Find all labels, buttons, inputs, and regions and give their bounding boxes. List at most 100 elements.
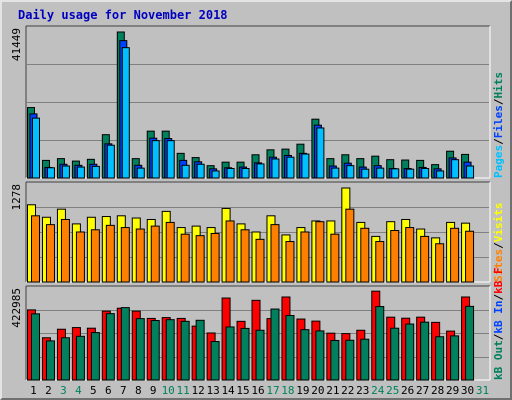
pages-bar [286,156,295,179]
kb-out-bar [435,336,445,381]
pages-bar [136,167,145,179]
legend-item: kB In [492,301,505,334]
day-label: 12 [192,384,205,397]
day-label: 1 [30,384,37,397]
sites-bar [285,241,295,283]
pages-bar [181,164,190,179]
day-label: 28 [431,384,444,397]
day-label: 30 [461,384,474,397]
sites-bar [360,227,370,283]
legend-3: kB Out/kB In/kB F [492,267,505,380]
sites-bar [45,224,55,283]
pages-bar [331,167,340,179]
pages-bar [376,167,385,179]
day-label: 20 [311,384,324,397]
y-axis-max-label: 1278 [10,184,23,211]
kb-out-bar [465,305,475,381]
pages-bar [256,163,265,179]
day-label: 31 [476,384,489,397]
sites-bar [210,232,220,283]
kb-out-bar [255,329,265,381]
day-label: 6 [105,384,112,397]
sites-bar [195,235,205,283]
kb-out-bar [180,320,190,381]
chart-panel-1: 41449 Pages/Files/Hits [10,25,505,179]
day-label: 23 [356,384,369,397]
kb-out-bar [165,319,175,381]
sites-bar [225,220,235,283]
pages-bar [406,168,415,179]
sites-bar [180,233,190,283]
legend-1: Pages/Files/Hits [492,72,505,178]
kb-out-bar [390,327,400,381]
kb-out-bar [225,326,235,381]
kb-out-bar [270,308,280,381]
sites-bar [420,235,430,283]
pages-bar [436,170,445,179]
day-label: 16 [251,384,264,397]
legend-item: kB F [492,267,505,294]
chart-panel-2: 1278 Sites/Visits [10,181,505,283]
chart-panels: 41449Pages/Files/Hits1278Sites/Visits422… [10,25,505,381]
pages-bar [241,167,250,179]
legend-item: Hits [492,72,505,99]
x-axis-labels: 1 2 3 4 5 6 7 8 9 10 11 12 13 14 15 16 17 18 19 20 21 22 23 24 2… [30,384,489,397]
pages-bar [361,168,370,179]
day-label: 25 [386,384,399,397]
sites-bar [75,231,85,283]
pages-bar [91,165,100,179]
day-label: 24 [371,384,385,397]
pages-bar [32,117,40,179]
y-axis-max-label: 422985 [10,288,23,328]
pages-bar [61,165,70,179]
day-label: 9 [150,384,157,397]
sites-bar [435,243,445,283]
kb-out-bar [450,335,460,381]
kb-out-bar [345,339,355,381]
pages-bar [121,47,130,179]
kb-out-bar [120,307,130,381]
sites-bar [31,215,40,283]
pages-bar [166,140,175,179]
pages-bar [226,167,235,179]
legend-item: kB Out [492,340,505,380]
chart-panel-3: 422985 kB Out/kB In/kB F [10,267,505,381]
kb-out-bar [150,319,160,381]
sites-bar [270,224,280,283]
day-label: 13 [206,384,219,397]
day-label: 22 [341,384,354,397]
day-label: 3 [60,384,67,397]
legend-item: Sites [492,249,505,282]
kb-out-bar [90,332,100,381]
kb-out-bar [240,327,250,381]
pages-bar [196,163,205,179]
sites-bar [300,231,310,283]
kb-out-bar [75,335,85,381]
kb-out-bar [315,330,325,381]
pages-bar [106,144,115,179]
kb-out-bar [375,306,385,381]
pages-bar [76,166,85,179]
day-label: 5 [90,384,97,397]
kb-out-bar [300,329,310,381]
sites-bar [90,229,100,283]
sites-bar [60,218,70,283]
pages-bar [301,153,310,179]
legend-item: Visits [492,203,505,243]
day-label: 10 [162,384,175,397]
kb-out-bar [330,339,340,381]
kb-out-bar [31,313,40,381]
day-label: 4 [75,384,82,397]
day-label: 18 [281,384,294,397]
day-label: 14 [221,384,235,397]
kb-out-bar [405,323,415,381]
pages-bar [466,165,475,179]
sites-bar [330,233,340,283]
day-label: 27 [416,384,429,397]
legend-2: Sites/Visits [492,203,505,283]
sites-bar [150,225,160,283]
day-label: 17 [266,384,279,397]
sites-bar [390,230,400,283]
sites-bar [120,227,130,283]
kb-out-bar [360,338,370,381]
